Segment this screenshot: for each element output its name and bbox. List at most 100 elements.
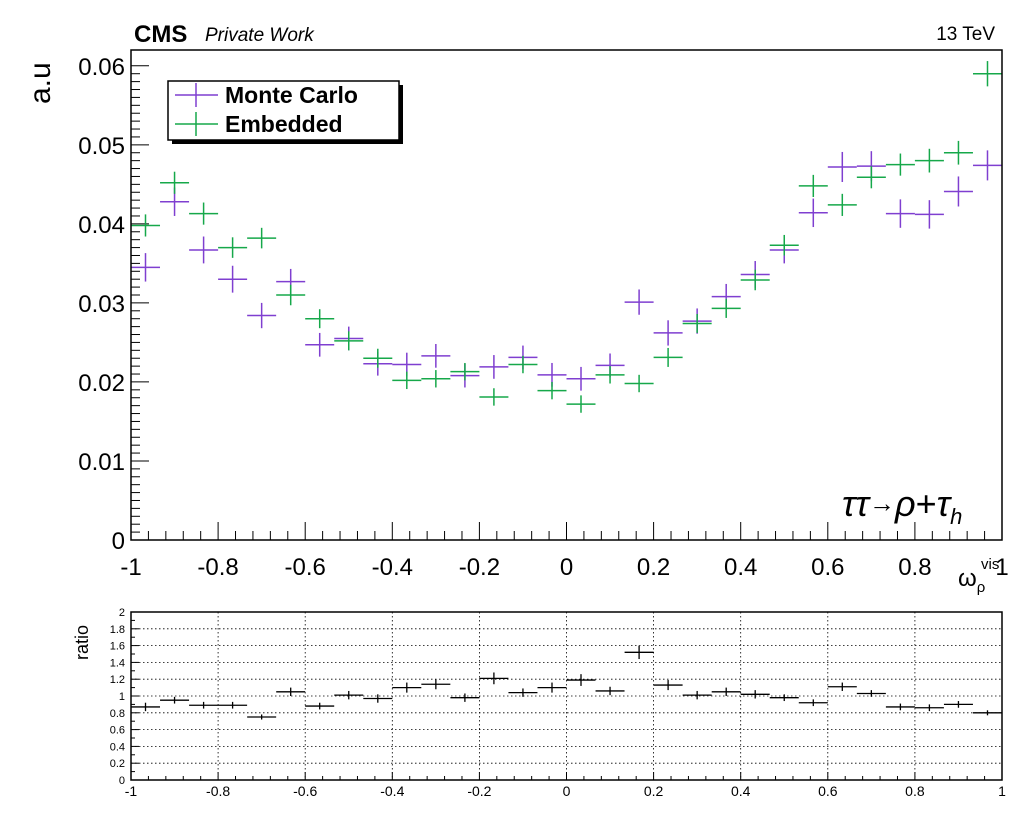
ratio-point: [363, 694, 393, 703]
monte-carlo-point: [972, 150, 1002, 181]
ratio-point: [682, 690, 712, 700]
ratio-point: [972, 710, 1002, 716]
main-x-tick-label: -0.8: [197, 554, 238, 581]
ratio-x-tick-label: -0.6: [293, 783, 317, 799]
legend-label-monte-carlo: Monte Carlo: [225, 82, 358, 108]
ratio-y-tick-label: 1.8: [110, 624, 125, 636]
ratio-point: [798, 699, 828, 707]
ratio-point: [885, 703, 915, 711]
ratio-x-tick-label: 0.8: [905, 783, 925, 799]
monte-carlo-point: [914, 200, 944, 229]
embedded-point: [508, 355, 538, 374]
ratio-panel: -1 -0.8 -0.6 -0.4 -0.2 0 0.2 0.4 0.6 0.8 1 0 0.2 0.4 0…: [110, 607, 1006, 799]
ratio-point: [131, 702, 161, 712]
energy-label: 13 TeV: [936, 24, 995, 45]
ratio-point: [740, 690, 770, 699]
main-y-tick-label: 0.01: [78, 449, 125, 476]
ratio-x-tick-label: 0.4: [731, 783, 751, 799]
monte-carlo-point: [247, 302, 277, 329]
ratio-point: [421, 679, 451, 690]
legend-label-embedded: Embedded: [225, 111, 343, 137]
embedded-point: [856, 166, 886, 189]
monte-carlo-point: [624, 289, 654, 315]
monte-carlo-point: [189, 236, 219, 264]
ratio-data-points: [131, 645, 1002, 720]
main-x-axis-title-base: ω: [958, 565, 977, 592]
embedded-point: [537, 381, 567, 400]
ratio-point: [276, 687, 306, 696]
ratio-grid: [131, 612, 1002, 780]
monte-carlo-point: [305, 332, 335, 357]
ratio-point: [218, 701, 248, 709]
ratio-point: [711, 687, 741, 696]
monte-carlo-point: [653, 320, 683, 346]
embedded-point: [943, 140, 973, 165]
embedded-point: [189, 202, 219, 225]
ratio-point: [392, 682, 422, 693]
embedded-point: [160, 171, 190, 194]
legend-marker-monte-carlo: [175, 83, 218, 107]
main-y-axis-title: a.u: [24, 62, 57, 104]
ratio-point: [189, 701, 219, 709]
main-x-tick-label: 0.8: [898, 554, 931, 581]
ratio-y-tick-label: 1.6: [110, 641, 125, 653]
ratio-point: [160, 696, 190, 704]
ratio-point: [305, 702, 335, 710]
main-x-tick-label: 0: [560, 554, 573, 581]
embedded-point: [363, 348, 393, 368]
ratio-point: [914, 704, 944, 712]
ratio-x-tick-label: -1: [125, 783, 138, 799]
main-x-axis-title-sub: ρ: [977, 579, 986, 596]
monte-carlo-point: [218, 265, 248, 293]
embedded-point: [885, 153, 915, 176]
ratio-point: [479, 672, 509, 685]
main-x-tick-label: 1: [995, 554, 1008, 581]
embedded-point: [450, 362, 480, 381]
ratio-tick-labels: -1 -0.8 -0.6 -0.4 -0.2 0 0.2 0.4 0.6 0.8 1 0 0.2 0.4 0…: [110, 607, 1006, 799]
main-x-tick-label: -0.2: [459, 554, 500, 581]
ratio-x-tick-label: 0.2: [644, 783, 664, 799]
main-x-tick-label: -1: [120, 554, 141, 581]
ratio-y-tick-label: 2: [119, 607, 125, 619]
ratio-y-tick-label: 0.6: [110, 725, 125, 737]
ratio-y-tick-label: 1: [119, 691, 125, 703]
monte-carlo-point: [943, 176, 973, 207]
embedded-point: [131, 214, 161, 237]
channel-sub: h: [950, 504, 962, 529]
legend-marker-embedded: [175, 112, 218, 136]
main-y-tick-label: 0: [112, 528, 125, 555]
embedded-point: [305, 309, 335, 329]
ratio-x-tick-label: -0.4: [380, 783, 404, 799]
embedded-point: [769, 234, 799, 256]
channel-arrow: →: [869, 488, 895, 518]
ratio-point: [595, 686, 625, 696]
ratio-y-tick-label: 1.2: [110, 674, 125, 686]
main-y-tick-label: 0.04: [78, 212, 125, 239]
main-panel: -1 -0.8 -0.6 -0.4 -0.2 0 0.2 0.4 0.6 0.8 1 0 0.01 0.0…: [78, 49, 1009, 581]
main-tick-labels: -1 -0.8 -0.6 -0.4 -0.2 0 0.2 0.4 0.6 0.8 1 0 0.01 0.0…: [78, 54, 1008, 581]
embedded-point: [276, 284, 306, 306]
ratio-point: [769, 694, 799, 702]
ratio-y-tick-label: 0.8: [110, 708, 125, 720]
main-x-tick-label: 0.6: [811, 554, 844, 581]
ratio-x-tick-label: -0.8: [206, 783, 230, 799]
monte-carlo-point: [131, 253, 161, 282]
embedded-point: [624, 374, 654, 393]
main-axis-ticks: [130, 65, 1003, 541]
channel-label: ττ→ρ+τh: [842, 483, 962, 529]
ratio-y-tick-label: 0.2: [110, 758, 125, 770]
monte-carlo-point: [827, 151, 857, 182]
embedded-point: [421, 370, 451, 388]
ratio-plot-frame: [130, 611, 1003, 781]
embedded-point: [479, 388, 509, 406]
main-y-tick-label: 0.06: [78, 54, 125, 81]
channel-tautau: ττ: [842, 483, 871, 524]
embedded-point: [392, 371, 422, 390]
embedded-point: [334, 331, 364, 351]
ratio-x-tick-label: -0.2: [467, 783, 491, 799]
channel-rho: ρ: [894, 483, 916, 524]
monte-carlo-point: [479, 355, 509, 379]
channel-tau: τ: [937, 483, 953, 524]
main-x-tick-label: -0.6: [285, 554, 326, 581]
legend-box: [167, 80, 400, 141]
